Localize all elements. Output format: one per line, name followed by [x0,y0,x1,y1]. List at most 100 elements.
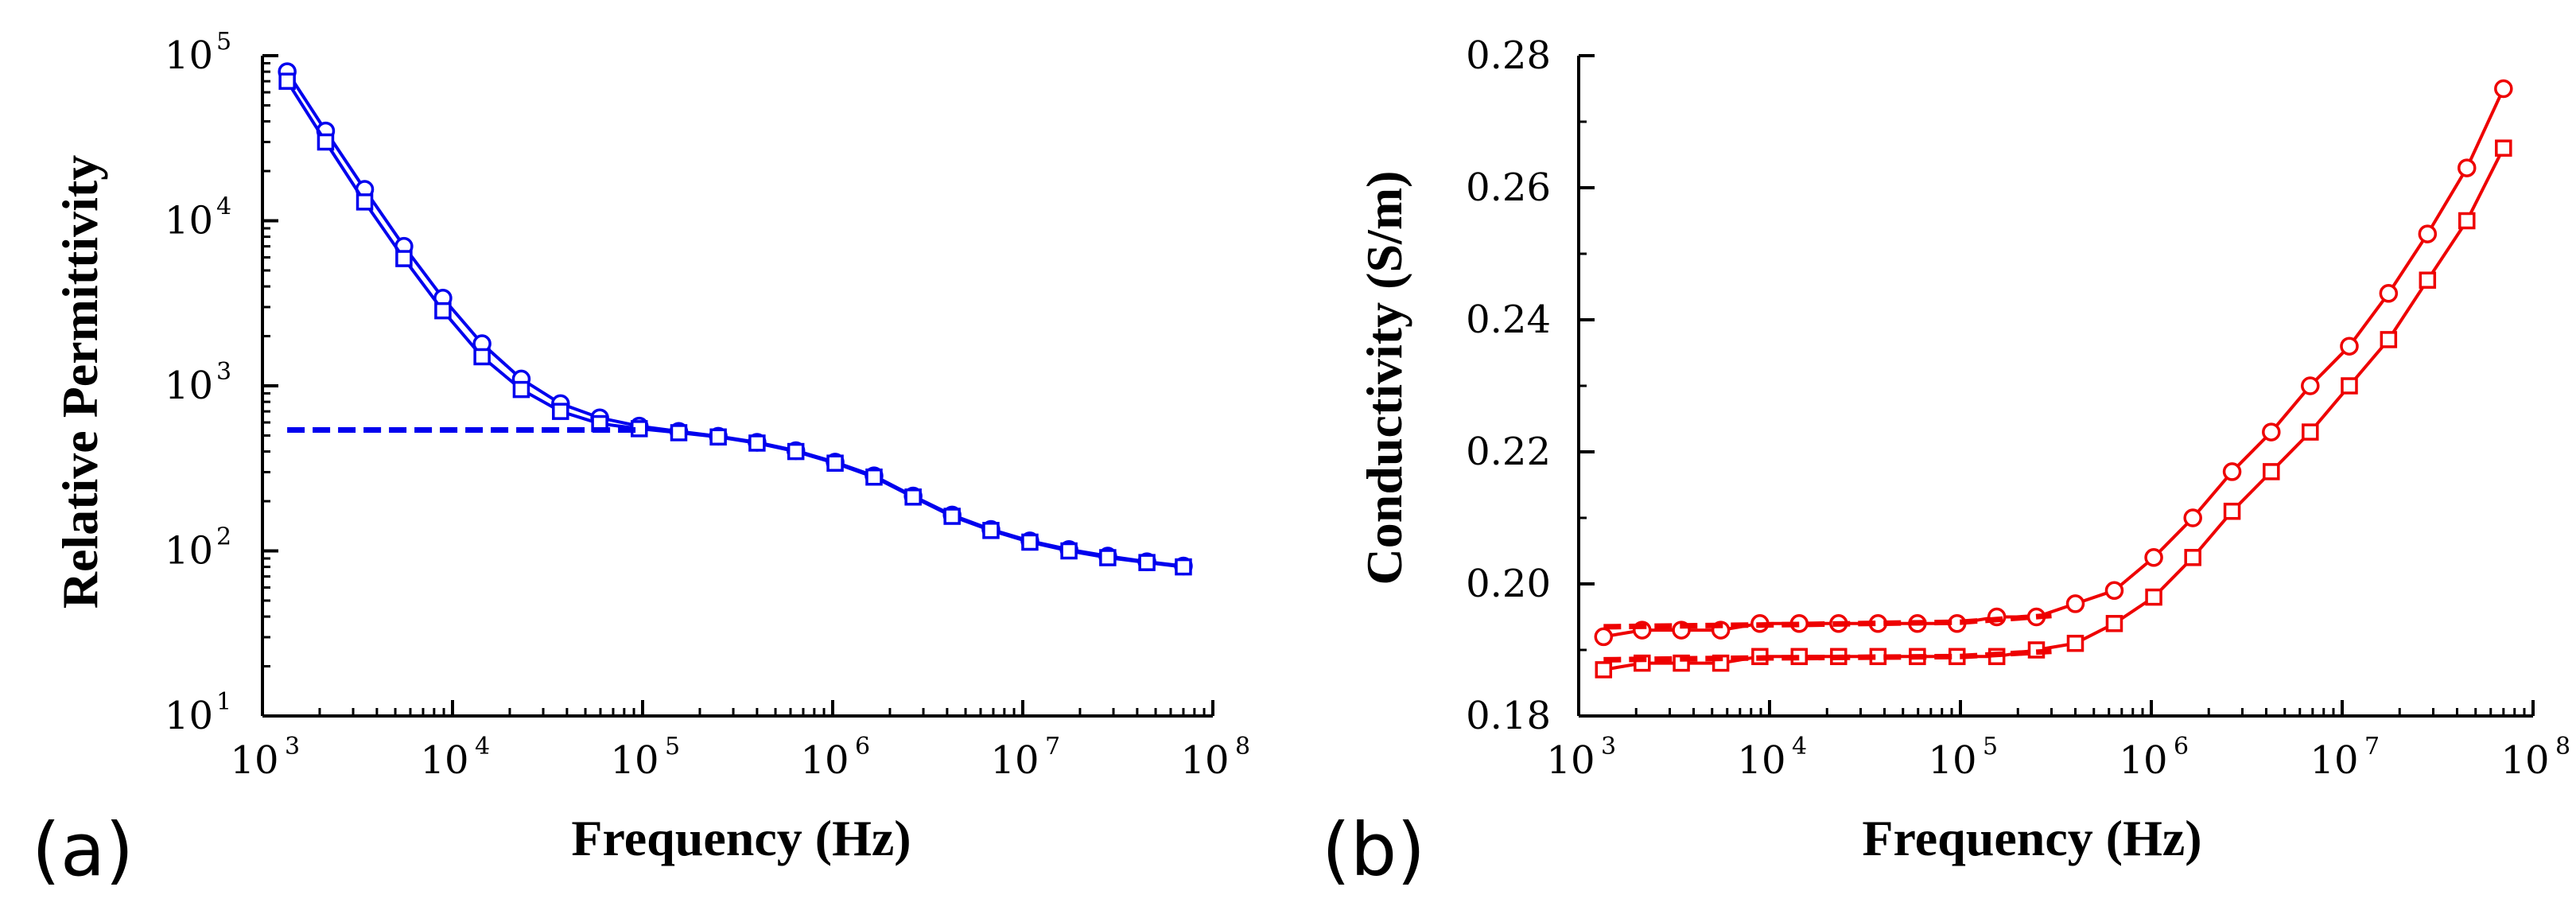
data-point-square [2066,634,2085,652]
x-tick-exponent: 3 [1601,733,1616,761]
y-tick-label: 0.20 [1466,562,1551,606]
data-point-circle [2222,462,2242,481]
x-tick-label: 10 [1180,738,1229,783]
data-point-square [826,454,844,472]
x-tick-exponent: 7 [1045,733,1060,761]
data-point-square [787,442,805,461]
panel-b-ylabel: Conductivity (S/m) [1356,171,1412,585]
x-tick-label: 10 [610,738,659,783]
panel-a-permittivity-chart: Relative Permittivity Frequency (Hz) (a)… [32,28,1250,893]
data-point-circle [1594,627,1614,647]
data-point-square [2223,502,2241,520]
x-tick-label: 10 [1928,738,1976,783]
data-point-square [512,380,530,399]
data-point-square [943,508,961,525]
x-tick-exponent: 5 [1983,733,1998,761]
data-point-square [1138,554,1156,571]
x-tick-exponent: 3 [285,733,300,761]
data-point-circle [2104,581,2124,601]
data-point-square [2380,331,2398,348]
panel-b-xlabel: Frequency (Hz) [1862,810,2201,866]
data-point-square [1175,558,1192,576]
y-tick-label: 10 [165,199,213,243]
data-point-square [2145,588,2162,606]
data-point-square [982,522,1000,539]
data-point-square [2419,271,2437,289]
data-point-circle [2262,422,2281,442]
y-tick-label: 0.22 [1466,430,1551,474]
data-point-square [552,403,569,420]
data-point-circle [2340,337,2359,356]
y-tick-exponent: 4 [216,193,231,221]
panel-b-conductivity-chart: Conductivity (S/m) Frequency (Hz) (b) 10… [1322,33,2570,893]
x-tick-label: 10 [2500,738,2549,783]
series-line-fit-dashed-circles [1603,613,2052,630]
x-tick-exponent: 7 [2364,733,2380,761]
data-point-square [2263,463,2280,480]
data-point-square [356,193,374,211]
x-tick-exponent: 8 [2555,733,2570,761]
data-point-square [2105,615,2123,632]
y-tick-exponent: 1 [216,688,231,716]
x-tick-exponent: 4 [1792,733,1807,761]
y-tick-label: 0.18 [1466,694,1551,738]
data-point-circle [2418,224,2438,243]
data-point-square [2458,212,2476,230]
x-tick-exponent: 5 [665,733,680,761]
x-tick-label: 10 [1546,738,1595,783]
panel-a-xlabel: Frequency (Hz) [571,810,911,866]
data-point-square [395,250,413,267]
x-tick-label: 10 [420,738,468,783]
panel-a-ylabel: Relative Permittivity [52,155,108,609]
x-tick-label: 10 [230,738,278,783]
data-point-circle [2183,508,2202,527]
data-point-square [865,468,883,486]
data-point-circle [2301,376,2320,395]
x-tick-exponent: 4 [475,733,490,761]
y-tick-label: 10 [165,694,213,738]
x-tick-exponent: 6 [855,733,870,761]
x-tick-label: 10 [800,738,849,783]
data-point-square [748,434,766,452]
x-tick-label: 10 [2119,738,2167,783]
series-line-fit-dashed-squares [1603,648,2052,663]
data-point-circle [2144,548,2163,567]
data-point-square [473,348,491,366]
data-point-square [2495,139,2512,157]
data-point-square [2184,549,2201,566]
data-point-square [1060,542,1078,560]
data-point-square [2302,423,2319,441]
x-tick-exponent: 6 [2174,733,2189,761]
data-point-circle [2379,284,2399,303]
y-tick-label: 0.28 [1466,33,1551,78]
x-tick-label: 10 [990,738,1039,783]
series-line-squares [1603,147,2505,671]
x-tick-exponent: 8 [1235,733,1250,761]
y-tick-label: 10 [165,364,213,408]
data-point-square [434,301,452,320]
data-point-circle [2457,158,2477,177]
y-tick-label: 10 [165,529,213,574]
series-line-squares [286,80,1184,569]
data-point-square [317,133,335,151]
x-tick-label: 10 [2310,738,2358,783]
data-point-square [2341,377,2358,395]
y-tick-label: 0.26 [1466,165,1551,210]
panel-b-label: (b) [1322,807,1425,893]
y-tick-exponent: 3 [216,358,231,386]
data-point-square [709,428,727,446]
data-point-square [904,488,922,506]
data-point-square [670,424,688,442]
data-point-circle [2065,594,2085,613]
series-line-circles [286,71,1184,568]
data-point-circle [2494,79,2513,99]
data-point-square [1595,661,1613,679]
y-tick-exponent: 5 [216,28,231,56]
data-point-square [1099,549,1117,566]
data-point-square [278,72,296,90]
x-tick-label: 10 [1737,738,1785,783]
data-point-square [1021,533,1039,551]
panel-a-label: (a) [32,807,134,893]
y-tick-label: 10 [165,33,213,78]
